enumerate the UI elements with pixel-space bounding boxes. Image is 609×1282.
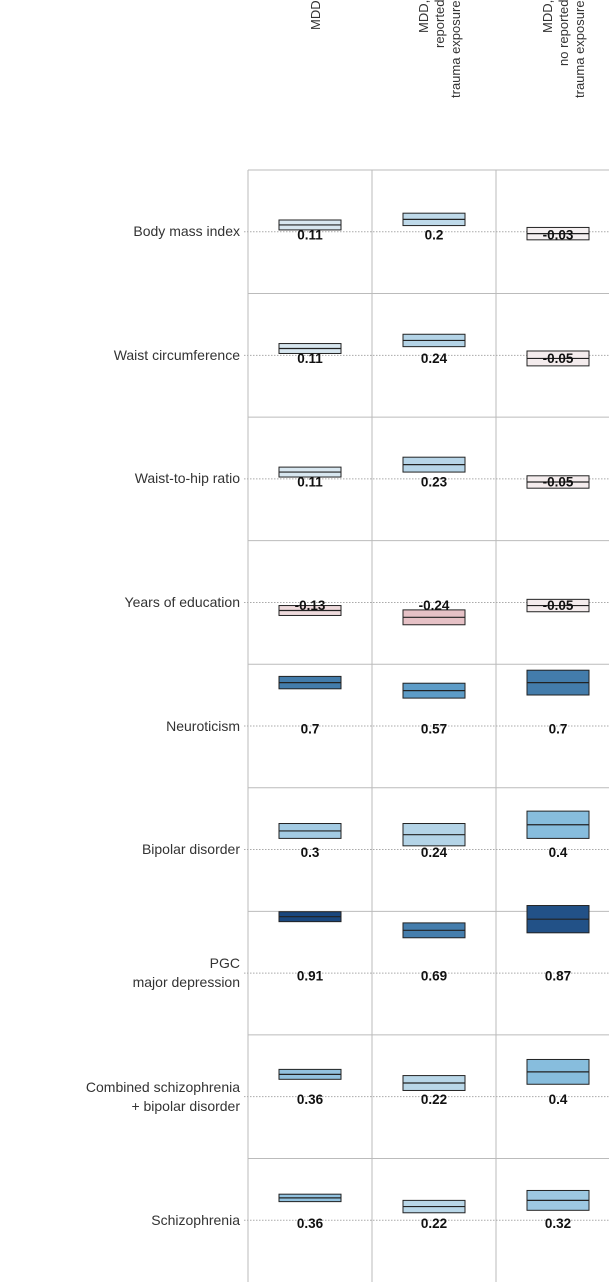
value-label: -0.13 xyxy=(295,598,326,613)
row-label: Body mass index xyxy=(133,223,240,240)
value-label: 0.7 xyxy=(549,722,568,737)
value-label: 0.22 xyxy=(421,1092,447,1107)
row-label: Bipolar disorder xyxy=(141,841,240,858)
row-label: Years of education xyxy=(124,593,240,610)
value-label: 0.7 xyxy=(301,722,320,737)
value-label: -0.05 xyxy=(543,474,574,489)
value-label: 0.22 xyxy=(421,1216,447,1231)
value-label: 0.23 xyxy=(421,474,448,489)
value-label: 0.4 xyxy=(549,845,568,860)
value-label: 0.11 xyxy=(297,227,323,242)
value-label: 0.11 xyxy=(297,351,323,366)
row-label: Combined schizophrenia + bipolar disorde… xyxy=(85,1078,240,1114)
value-label: 0.87 xyxy=(545,969,571,984)
row-label: PGC major depression xyxy=(132,955,240,991)
value-label: 0.11 xyxy=(297,474,323,489)
value-label: 0.36 xyxy=(297,1092,324,1107)
value-label: 0.91 xyxy=(297,969,324,984)
value-label: 0.32 xyxy=(545,1216,571,1231)
column-header: MDD, no reported trauma exposure xyxy=(540,0,587,98)
value-label: 0.57 xyxy=(421,722,447,737)
value-label: -0.24 xyxy=(419,598,450,613)
value-label: 0.4 xyxy=(549,1092,568,1107)
value-label: 0.24 xyxy=(421,845,448,860)
column-header: MDD, reported trauma exposure xyxy=(416,0,463,98)
row-label: Schizophrenia xyxy=(151,1211,240,1228)
value-label: 0.3 xyxy=(301,845,320,860)
value-label: -0.05 xyxy=(543,598,574,613)
column-header: MDD xyxy=(308,0,323,30)
value-label: 0.24 xyxy=(421,351,448,366)
value-label: 0.2 xyxy=(425,227,444,242)
row-label: Neuroticism xyxy=(166,717,240,734)
value-label: 0.36 xyxy=(297,1216,324,1231)
value-label: -0.05 xyxy=(543,351,574,366)
value-label: -0.03 xyxy=(543,227,574,242)
row-label: Waist circumference xyxy=(113,346,240,363)
row-label: Waist-to-hip ratio xyxy=(134,470,240,487)
value-label: 0.69 xyxy=(421,969,447,984)
